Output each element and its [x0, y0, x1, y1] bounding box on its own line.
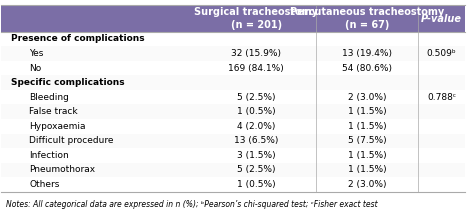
Text: 1 (1.5%): 1 (1.5%) [348, 165, 387, 174]
Bar [1, 75, 465, 90]
Text: Others: Others [29, 180, 60, 189]
Text: 2 (3.0%): 2 (3.0%) [348, 180, 387, 189]
Text: 5 (2.5%): 5 (2.5%) [237, 93, 275, 102]
Bar [1, 163, 465, 177]
Text: Bleeding: Bleeding [29, 93, 69, 102]
Bar [1, 119, 465, 134]
Bar [1, 32, 465, 46]
Text: 1 (0.5%): 1 (0.5%) [237, 107, 275, 116]
Bar [1, 5, 465, 32]
Text: Difficult procedure: Difficult procedure [29, 136, 114, 145]
Text: Surgical tracheostomy
(n = 201): Surgical tracheostomy (n = 201) [194, 7, 318, 30]
Text: 13 (6.5%): 13 (6.5%) [234, 136, 278, 145]
Bar [1, 148, 465, 163]
Text: 1 (0.5%): 1 (0.5%) [237, 180, 275, 189]
Text: Presence of complications: Presence of complications [10, 34, 144, 43]
Text: False track: False track [29, 107, 78, 116]
Text: 13 (19.4%): 13 (19.4%) [342, 49, 392, 58]
Text: 0.788ᶜ: 0.788ᶜ [427, 93, 456, 102]
Text: 1 (1.5%): 1 (1.5%) [348, 107, 387, 116]
Text: Notes: All categorical data are expressed in n (%); ᵇPearson’s chi-squared test;: Notes: All categorical data are expresse… [6, 200, 378, 209]
Bar [1, 90, 465, 104]
Text: Yes: Yes [29, 49, 44, 58]
Text: Specific complications: Specific complications [10, 78, 124, 87]
Bar [1, 46, 465, 61]
Text: 1 (1.5%): 1 (1.5%) [348, 122, 387, 131]
Text: 169 (84.1%): 169 (84.1%) [228, 64, 284, 73]
Text: 32 (15.9%): 32 (15.9%) [231, 49, 281, 58]
Text: 1 (1.5%): 1 (1.5%) [348, 151, 387, 160]
Text: 0.509ᵇ: 0.509ᵇ [427, 49, 456, 58]
Bar [1, 104, 465, 119]
Bar [1, 61, 465, 75]
Text: Percutaneous tracheostomy
(n = 67): Percutaneous tracheostomy (n = 67) [290, 7, 445, 30]
Text: 54 (80.6%): 54 (80.6%) [342, 64, 392, 73]
Text: No: No [29, 64, 41, 73]
Text: Infection: Infection [29, 151, 69, 160]
Text: Pneumothorax: Pneumothorax [29, 165, 95, 174]
Bar [1, 177, 465, 192]
Text: 5 (2.5%): 5 (2.5%) [237, 165, 275, 174]
Bar [1, 134, 465, 148]
Text: Hypoxaemia: Hypoxaemia [29, 122, 86, 131]
Text: 3 (1.5%): 3 (1.5%) [237, 151, 275, 160]
Text: 5 (7.5%): 5 (7.5%) [348, 136, 387, 145]
Text: 4 (2.0%): 4 (2.0%) [237, 122, 275, 131]
Text: P-value: P-value [421, 14, 462, 24]
Text: 2 (3.0%): 2 (3.0%) [348, 93, 387, 102]
